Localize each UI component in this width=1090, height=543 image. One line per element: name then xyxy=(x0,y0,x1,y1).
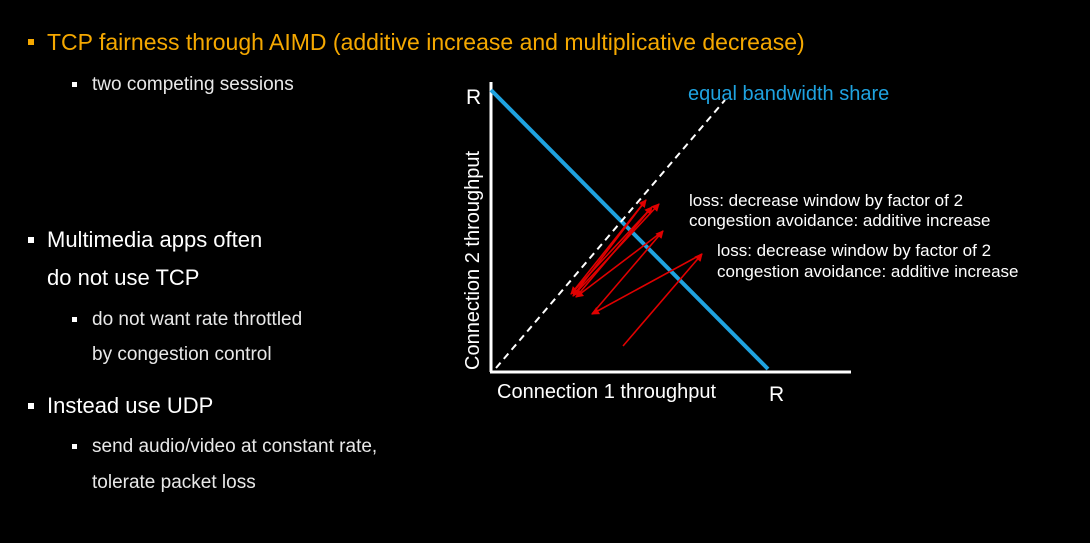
annotation-1-line2: congestion avoidance: additive increase xyxy=(689,211,990,230)
multimedia-bullet-line1: Multimedia apps often xyxy=(47,227,263,252)
arrow-segment-9 xyxy=(572,203,660,297)
multimedia-bullet-icon xyxy=(28,237,34,243)
annotation-1-line1: loss: decrease window by factor of 2 xyxy=(689,191,963,210)
send-bullet-line1: send audio/video at constant rate, xyxy=(92,436,378,457)
arrow-segment-8 xyxy=(572,199,647,297)
full-utilization-line xyxy=(489,88,770,371)
arrow-segment-1 xyxy=(622,253,703,347)
arrow-segment-6 xyxy=(570,206,653,295)
arrow-segment-4 xyxy=(575,230,664,298)
aimd-arrows xyxy=(570,199,703,347)
arrow-segment-3 xyxy=(591,230,664,315)
title-bullet-icon xyxy=(28,39,34,45)
multimedia-bullet-line2: do not use TCP xyxy=(47,265,200,290)
throttle-bullet-icon xyxy=(72,317,77,322)
throttle-bullet-line2: by congestion control xyxy=(92,344,272,365)
y-max-label: R xyxy=(466,86,481,109)
slide-title: TCP fairness through AIMD (additive incr… xyxy=(47,29,805,55)
annotation-2-line2: congestion avoidance: additive increase xyxy=(717,262,1018,281)
x-axis-label: Connection 1 throughput xyxy=(497,381,716,403)
throttle-bullet-line1: do not want rate throttled xyxy=(92,309,303,330)
y-axis-label: Connection 2 throughput xyxy=(462,151,484,370)
sessions-bullet-icon xyxy=(72,82,77,87)
x-max-label: R xyxy=(769,383,784,406)
send-bullet-icon xyxy=(72,444,77,449)
udp-bullet-icon xyxy=(28,403,34,409)
udp-bullet: Instead use UDP xyxy=(47,393,214,418)
equal-share-line xyxy=(495,99,726,369)
sessions-bullet: two competing sessions xyxy=(92,74,294,95)
send-bullet-line2: tolerate packet loss xyxy=(92,472,256,493)
annotation-2-line1: loss: decrease window by factor of 2 xyxy=(717,241,991,260)
arrow-segment-2 xyxy=(591,253,703,315)
equal-share-label: equal bandwidth share xyxy=(688,83,889,105)
